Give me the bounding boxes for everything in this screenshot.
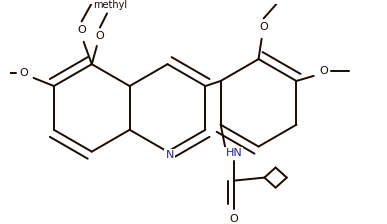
Text: O: O bbox=[229, 214, 238, 224]
Text: HN: HN bbox=[226, 148, 242, 158]
Text: O: O bbox=[320, 66, 328, 76]
Text: N: N bbox=[165, 150, 174, 160]
Text: O: O bbox=[96, 31, 104, 41]
Text: O: O bbox=[19, 68, 28, 78]
Text: methyl: methyl bbox=[93, 0, 127, 10]
Text: O: O bbox=[77, 25, 86, 34]
Text: O: O bbox=[259, 22, 268, 32]
